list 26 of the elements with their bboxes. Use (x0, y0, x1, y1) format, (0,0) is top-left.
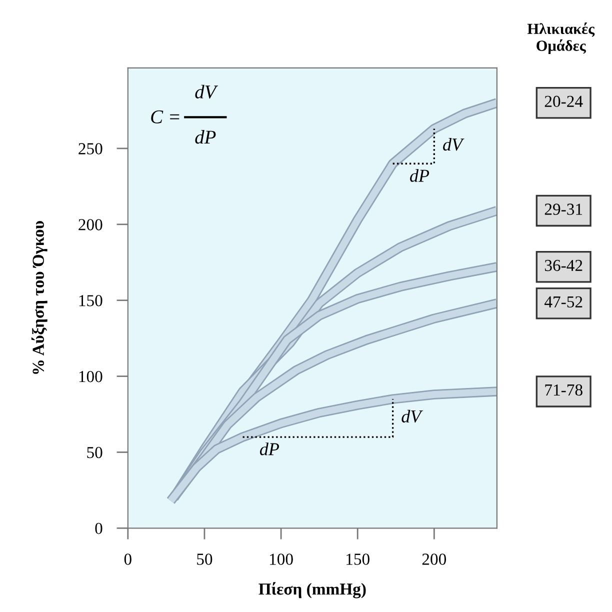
text: 71-78 (545, 384, 582, 396)
annotation: dV (195, 84, 218, 99)
annotation: dP (260, 442, 280, 456)
text: 47-52 (544, 296, 582, 308)
x-tick-label: 50 (197, 554, 212, 565)
y-tick-label: 150 (79, 295, 102, 306)
annotation: dP (410, 169, 430, 182)
y-tick-label: 200 (78, 219, 102, 230)
annotation: dP (195, 130, 216, 144)
y-tick-label: 50 (87, 446, 102, 458)
y-tick-label: 250 (78, 143, 102, 154)
text: 20-24 (544, 96, 583, 108)
x-tick-label: 0 (124, 554, 132, 565)
x-tick-label: 100 (270, 554, 293, 565)
annotation: C = (151, 110, 180, 124)
x-tick-label: 150 (346, 554, 370, 565)
x-axis-title: Πίεση (mmHg) (258, 582, 366, 598)
y-tick-label: 100 (79, 370, 102, 382)
text: 36-42 (544, 260, 582, 272)
legend-title: Ηλικιακές Ομάδες (527, 22, 595, 54)
annotation: dV (443, 138, 464, 151)
x-tick-label: 200 (422, 554, 446, 565)
y-axis-title: % Αύξηση του Όγκου (31, 221, 48, 374)
text: 29-31 (544, 204, 582, 215)
annotation: dV (402, 410, 423, 423)
y-tick-label: 0 (95, 522, 102, 534)
